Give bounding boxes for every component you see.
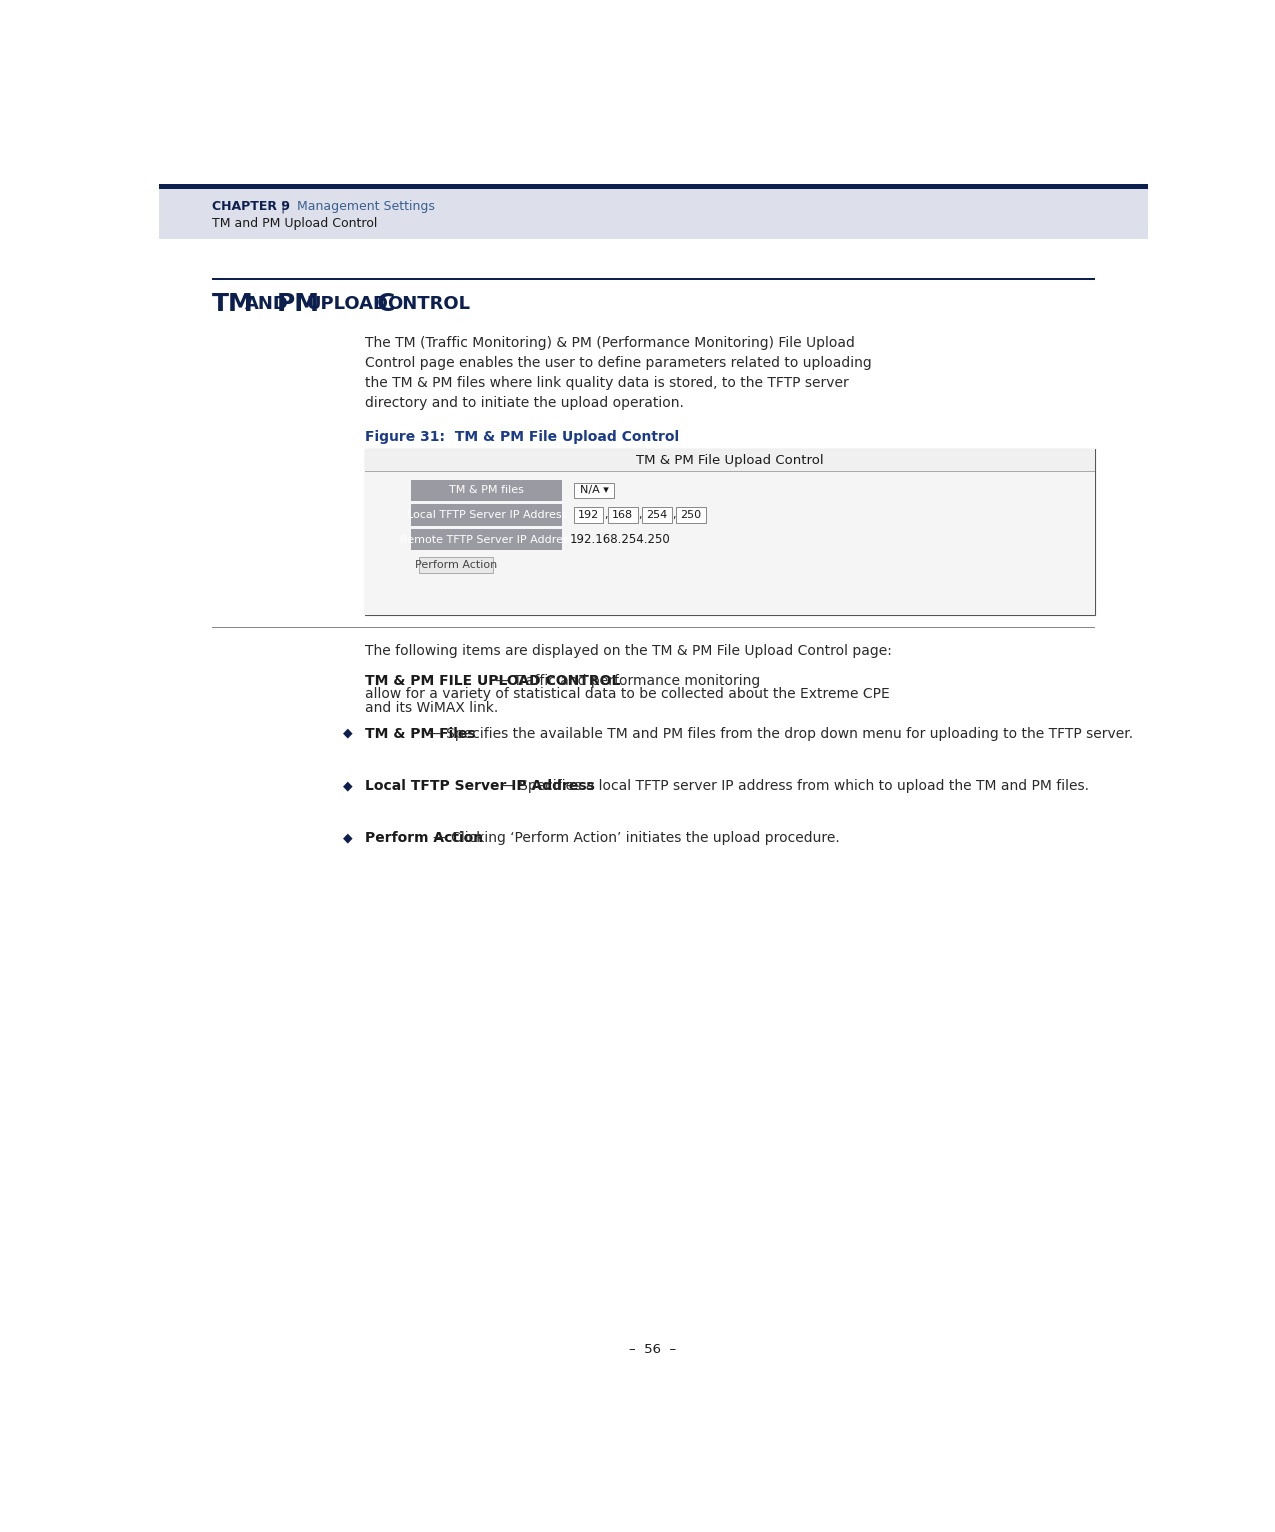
Text: Management Settings: Management Settings bbox=[297, 201, 435, 213]
Text: — Traffic and performance monitoring: — Traffic and performance monitoring bbox=[491, 674, 761, 688]
Text: — Clicking ‘Perform Action’ initiates the upload procedure.: — Clicking ‘Perform Action’ initiates th… bbox=[434, 832, 840, 846]
Text: — Specifies a local TFTP server IP address from which to upload the TM and PM fi: — Specifies a local TFTP server IP addre… bbox=[501, 780, 1089, 794]
Text: — Specifies the available TM and PM files from the drop down menu for uploading : — Specifies the available TM and PM file… bbox=[428, 726, 1133, 740]
Text: Local TFTP Server IP Address: Local TFTP Server IP Address bbox=[365, 780, 594, 794]
Bar bbox=[412, 504, 562, 525]
Bar bbox=[365, 449, 1095, 470]
Text: N/A ▾: N/A ▾ bbox=[580, 486, 608, 495]
Bar bbox=[412, 529, 562, 550]
Text: TM: TM bbox=[212, 291, 254, 316]
Text: The following items are displayed on the TM & PM File Upload Control page:: The following items are displayed on the… bbox=[365, 643, 891, 657]
Text: TM & PM files: TM & PM files bbox=[449, 486, 524, 495]
Text: TM & PM File Upload Control: TM & PM File Upload Control bbox=[636, 453, 824, 467]
Bar bbox=[159, 190, 1148, 239]
Text: AND: AND bbox=[245, 294, 288, 313]
Text: C: C bbox=[377, 291, 395, 316]
Text: allow for a variety of statistical data to be collected about the Extreme CPE: allow for a variety of statistical data … bbox=[365, 688, 890, 702]
Bar bbox=[608, 507, 638, 522]
Text: Perform Action: Perform Action bbox=[365, 832, 483, 846]
Text: Figure 31:  TM & PM File Upload Control: Figure 31: TM & PM File Upload Control bbox=[365, 430, 678, 444]
Text: 254: 254 bbox=[646, 510, 668, 519]
Text: 250: 250 bbox=[681, 510, 701, 519]
Text: 192.168.254.250: 192.168.254.250 bbox=[570, 533, 671, 545]
Text: TM & PM FILE UPLOAD CONTROL: TM & PM FILE UPLOAD CONTROL bbox=[365, 674, 620, 688]
Text: TM & PM Files: TM & PM Files bbox=[365, 726, 476, 740]
Text: Perform Action: Perform Action bbox=[414, 561, 497, 570]
Text: –  56  –: – 56 – bbox=[630, 1342, 677, 1356]
Text: ONTROL: ONTROL bbox=[388, 294, 470, 313]
Text: Local TFTP Server IP Address: Local TFTP Server IP Address bbox=[407, 510, 567, 519]
Text: |: | bbox=[273, 201, 293, 213]
Text: TM and PM Upload Control: TM and PM Upload Control bbox=[212, 218, 377, 230]
Text: ◆: ◆ bbox=[343, 780, 353, 792]
Text: ,: , bbox=[604, 510, 607, 519]
Text: ,: , bbox=[672, 510, 676, 519]
Bar bbox=[676, 507, 706, 522]
Text: ,: , bbox=[638, 510, 641, 519]
Bar bbox=[365, 472, 1095, 614]
Bar bbox=[212, 277, 1095, 280]
Bar bbox=[574, 507, 603, 522]
Bar bbox=[365, 449, 1095, 614]
Bar bbox=[412, 480, 562, 501]
Text: PM: PM bbox=[277, 291, 320, 316]
Text: 168: 168 bbox=[612, 510, 634, 519]
Text: CHAPTER 9: CHAPTER 9 bbox=[212, 201, 291, 213]
Text: and its WiMAX link.: and its WiMAX link. bbox=[365, 700, 499, 714]
Text: 192: 192 bbox=[578, 510, 599, 519]
Text: ◆: ◆ bbox=[343, 726, 353, 740]
Bar bbox=[643, 507, 672, 522]
Text: The TM (Traffic Monitoring) & PM (Performance Monitoring) File Upload
Control pa: The TM (Traffic Monitoring) & PM (Perfor… bbox=[365, 337, 872, 411]
Bar bbox=[159, 184, 1148, 190]
Text: UPLOAD: UPLOAD bbox=[306, 294, 389, 313]
Text: ◆: ◆ bbox=[343, 832, 353, 844]
Bar bbox=[574, 483, 615, 498]
Bar bbox=[419, 558, 492, 573]
Text: Remote TFTP Server IP Address: Remote TFTP Server IP Address bbox=[399, 535, 574, 544]
